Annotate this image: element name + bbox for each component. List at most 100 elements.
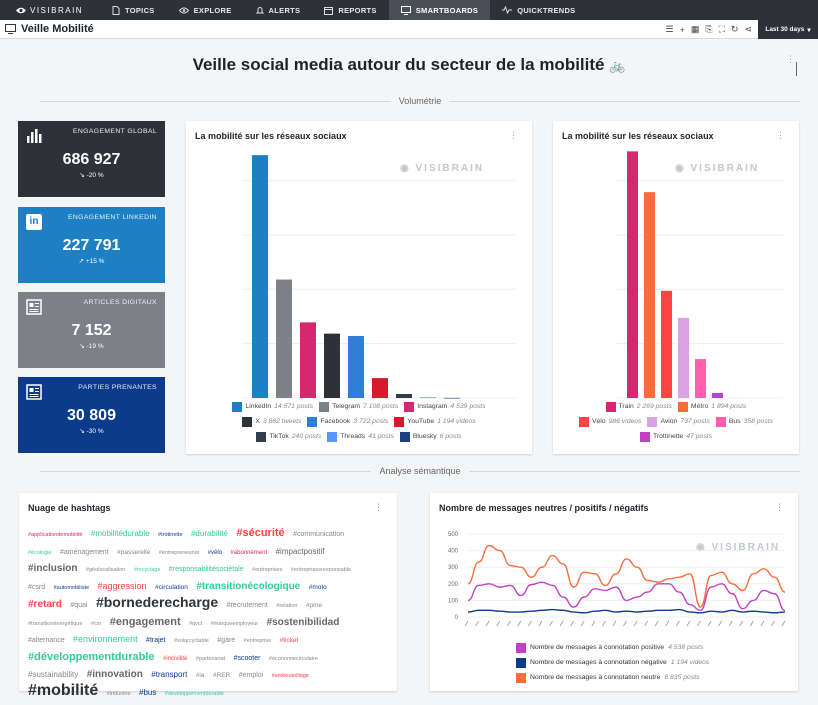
legend-item-instagram[interactable]: Instagram 4 539 posts	[404, 401, 486, 412]
hashtag[interactable]: #transitionénergétique	[28, 620, 83, 627]
hashtag[interactable]: #entreprisesresponsable	[290, 567, 352, 573]
hashtag[interactable]: #trajet	[146, 637, 166, 644]
hashtag[interactable]: #automobiliste	[53, 584, 90, 591]
hashtag[interactable]: #ia	[195, 672, 205, 679]
series-line[interactable]	[467, 581, 786, 612]
hashtag[interactable]: #embouteillage	[271, 673, 309, 679]
legend-item-facebook[interactable]: Facebook 3 722 posts	[307, 416, 388, 427]
hashtag[interactable]: #sostenibilidad	[266, 616, 340, 628]
bar-facebook[interactable]	[348, 335, 364, 398]
legend-item-negative[interactable]: Nombre de messages à connotation négativ…	[516, 655, 709, 670]
hashtag[interactable]: #circulation	[155, 583, 188, 591]
more-options-icon[interactable]: ⋮	[776, 130, 785, 140]
bar-threads[interactable]	[420, 397, 436, 398]
hashtag[interactable]: #engagement	[109, 615, 181, 628]
hashtag[interactable]: #transport	[151, 670, 188, 679]
hashtag[interactable]: #alternance	[28, 637, 65, 644]
hashtag[interactable]: #industrie	[106, 690, 131, 697]
brand-logo[interactable]: VISIBRAIN	[0, 6, 100, 15]
legend-item-tiktok[interactable]: TikTok 240 posts	[256, 431, 321, 442]
hashtag[interactable]: #entreprises	[252, 567, 283, 573]
bar-avion[interactable]	[678, 317, 689, 398]
hashtag[interactable]: #impactpositif	[275, 546, 325, 556]
more-options-icon[interactable]: ⋮	[775, 502, 784, 512]
legend-item-threads[interactable]: Threads 41 posts	[327, 431, 394, 442]
legend-item-avion[interactable]: Avion 737 posts	[647, 416, 710, 427]
hashtag[interactable]: #environnement	[73, 634, 138, 644]
bar-trottinette[interactable]	[712, 392, 723, 398]
legend-item-bluesky[interactable]: Bluesky 6 posts	[399, 431, 462, 442]
hashtag[interactable]: #gare	[217, 637, 236, 644]
hashtag[interactable]: #csr	[90, 620, 102, 627]
kpi-parties-prenantes[interactable]: PARTIES PRENANTES 30 809 ↘ -30 %	[18, 377, 165, 453]
bar-tiktok[interactable]	[396, 394, 412, 398]
hashtag[interactable]: #developpementdurable	[164, 690, 224, 697]
hashtag[interactable]: #sustainability	[28, 670, 79, 679]
export-icon[interactable]: ⎘	[705, 24, 713, 34]
nav-quicktrends[interactable]: QUICKTRENDS	[490, 0, 587, 20]
hashtag[interactable]: #RER	[212, 672, 231, 679]
legend-item-trottinette[interactable]: Trottinette 47 posts	[639, 431, 712, 442]
hashtag[interactable]: #entreprise	[243, 638, 272, 644]
hashtag[interactable]: #emploi	[238, 672, 264, 679]
nav-topics[interactable]: TOPICS	[100, 0, 167, 20]
bar-bus[interactable]	[695, 359, 706, 398]
hashtag[interactable]: #incivilité	[163, 655, 188, 662]
bar-youtube[interactable]	[372, 378, 388, 398]
bar-instagram[interactable]	[300, 322, 316, 398]
series-line[interactable]	[467, 544, 786, 608]
legend-item-metro[interactable]: Métro 1 894 posts	[677, 401, 746, 412]
more-options-icon[interactable]: ⋮	[509, 130, 518, 140]
nav-alerts[interactable]: ALERTS	[244, 0, 313, 20]
share-icon[interactable]: ⋖	[744, 24, 752, 34]
hashtag[interactable]: #solarcyclable	[173, 638, 209, 644]
more-options-icon[interactable]: ⋮	[374, 502, 383, 512]
hashtag[interactable]: #scooter	[233, 654, 261, 662]
hashtag[interactable]: #moto	[308, 583, 327, 591]
hashtag[interactable]: #vélo	[207, 549, 222, 556]
legend-item-telegram[interactable]: Telegram 7 108 posts	[319, 401, 398, 412]
hashtag[interactable]: #mobilité	[28, 681, 99, 699]
hashtag[interactable]: #applicationdemobilité	[28, 532, 83, 538]
hashtag[interactable]: #entrepreneuriat	[158, 549, 200, 556]
legend-item-train[interactable]: Train 2 269 posts	[605, 401, 672, 412]
bar-telegram[interactable]	[276, 279, 292, 398]
kpi-engagement-global[interactable]: ENGAGEMENT GLOBAL 686 927 ↘ -20 %	[18, 121, 165, 197]
hashtag[interactable]: #pme	[305, 602, 323, 609]
hashtag[interactable]: #recrutement	[226, 602, 268, 609]
hashtag[interactable]: #durabilité	[190, 529, 228, 538]
hashtag[interactable]: #relation	[276, 603, 298, 609]
hashtag[interactable]: #qvct	[189, 620, 203, 627]
legend-item-youtube[interactable]: YouTube 1 194 videos	[394, 416, 476, 427]
nav-smartboards[interactable]: SMARTBOARDS	[388, 0, 491, 20]
nav-reports[interactable]: REPORTS	[312, 0, 388, 20]
legend-item-positive[interactable]: Nombre de messages à connotation positiv…	[516, 640, 709, 655]
bar-train[interactable]	[627, 151, 638, 398]
hashtag[interactable]: #passerelle	[117, 548, 151, 556]
hashtag[interactable]: #quai	[70, 602, 88, 609]
hashtag[interactable]: #abonnement	[230, 549, 268, 556]
series-line[interactable]	[467, 608, 786, 614]
hashtag[interactable]: #partenariat	[195, 655, 226, 662]
hashtag[interactable]: #ticket	[279, 637, 299, 644]
bar-linkedin[interactable]	[252, 155, 268, 398]
hashtag[interactable]: #communication	[293, 531, 345, 538]
bar-bluesky[interactable]	[444, 397, 460, 399]
legend-item-velo[interactable]: Vélo 986 videos	[578, 416, 641, 427]
hashtag[interactable]: #responsabilitésociétale	[168, 566, 244, 573]
hashtag[interactable]: #retard	[28, 599, 62, 610]
grid-icon[interactable]: ▦	[690, 24, 700, 34]
hashtag[interactable]: #csrd	[28, 583, 46, 591]
hashtag[interactable]: #recyclage	[133, 567, 161, 573]
more-options-icon[interactable]: ⋮	[786, 54, 795, 64]
hashtag[interactable]: #écologie	[28, 549, 52, 556]
hashtag[interactable]: #trotinette	[158, 532, 183, 538]
legend-item-neutral[interactable]: Nombre de messages à connotation neutre 6…	[516, 670, 709, 685]
legend-item-linkedin[interactable]: LinkedIn 14 571 posts	[232, 401, 313, 412]
hashtag[interactable]: #transitionécologique	[196, 580, 301, 592]
nav-explore[interactable]: EXPLORE	[167, 0, 244, 20]
kpi-articles-digitaux[interactable]: ARTICLES DIGITAUX 7 152 ↘ -19 %	[18, 292, 165, 368]
hashtag[interactable]: #bornederecharge	[95, 594, 219, 610]
hashtag[interactable]: #développementdurable	[28, 650, 155, 663]
